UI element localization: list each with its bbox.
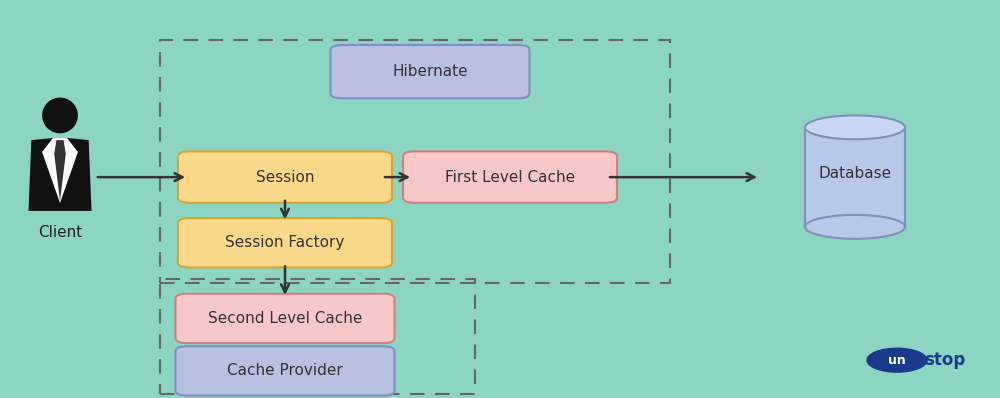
Bar <box>806 127 904 227</box>
Text: Session Factory: Session Factory <box>225 235 345 250</box>
Ellipse shape <box>805 215 905 239</box>
Text: un: un <box>888 354 906 367</box>
FancyBboxPatch shape <box>403 151 617 203</box>
FancyBboxPatch shape <box>175 346 394 396</box>
Ellipse shape <box>805 115 905 139</box>
Circle shape <box>867 348 927 372</box>
Text: Cache Provider: Cache Provider <box>227 363 343 378</box>
Text: Session: Session <box>256 170 314 185</box>
Text: Hibernate: Hibernate <box>392 64 468 79</box>
Text: Second Level Cache: Second Level Cache <box>208 311 362 326</box>
Bar <box>160 40 670 283</box>
FancyBboxPatch shape <box>330 45 530 98</box>
FancyBboxPatch shape <box>175 294 394 343</box>
Polygon shape <box>28 138 92 211</box>
FancyBboxPatch shape <box>178 151 392 203</box>
Text: First Level Cache: First Level Cache <box>445 170 575 185</box>
Bar <box>805 127 905 227</box>
Polygon shape <box>42 138 78 203</box>
Text: stop: stop <box>924 351 966 369</box>
FancyBboxPatch shape <box>178 218 392 267</box>
Text: Client: Client <box>38 225 82 240</box>
Bar <box>160 279 475 394</box>
Text: Database: Database <box>818 166 892 181</box>
Polygon shape <box>42 98 78 133</box>
Polygon shape <box>54 140 66 201</box>
